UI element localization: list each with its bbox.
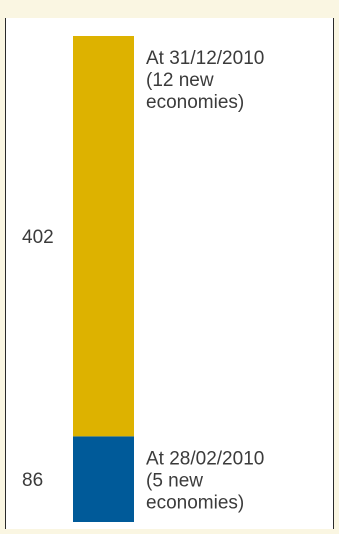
- value-label-0: 86: [22, 470, 43, 491]
- annotation-0-line-0: At 28/02/2010: [146, 448, 264, 469]
- annotation-1-line-0: At 31/12/2010: [146, 48, 264, 69]
- bar-segment-1: [73, 36, 134, 437]
- annotation-1-line-2: economies): [146, 92, 244, 113]
- annotation-0-line-2: economies): [146, 492, 244, 513]
- bar-segment-0: [73, 436, 134, 522]
- header-band: [0, 0, 339, 18]
- value-label-1: 402: [22, 227, 54, 248]
- annotation-0-line-1: (5 new: [146, 470, 203, 491]
- annotation-1-line-1: (12 new: [146, 70, 214, 91]
- chart-panel: [5, 18, 334, 529]
